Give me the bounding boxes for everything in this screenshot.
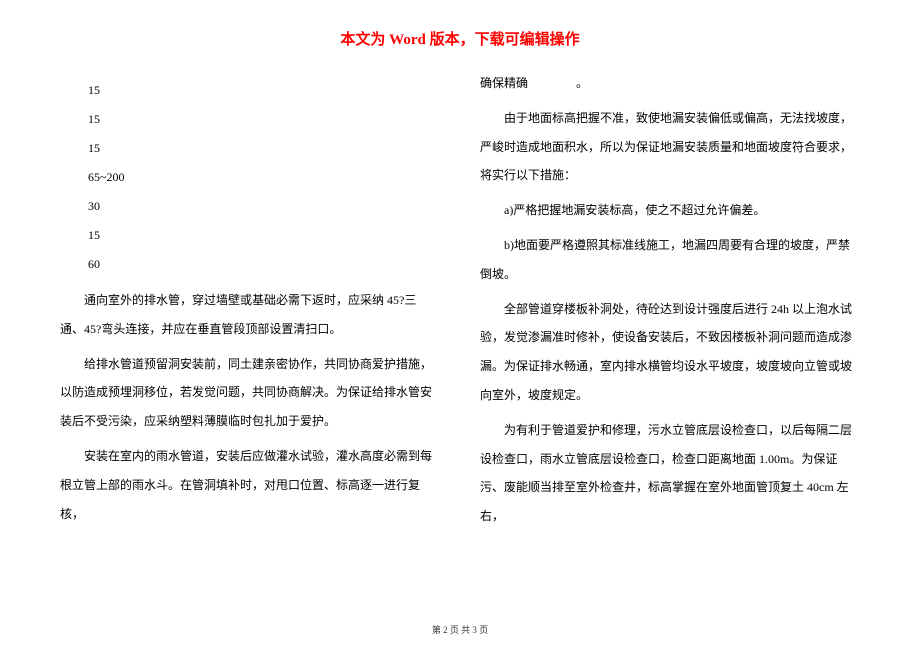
paragraph: 通向室外的排水管，穿过墙壁或基础必需下返时，应采纳 45?三通、45?弯头连接，… <box>60 286 440 344</box>
header-prefix: 本文为 <box>340 32 389 48</box>
number-item: 60 <box>88 257 440 272</box>
number-item: 15 <box>88 112 440 127</box>
document-header: 本文为 Word 版本，下载可编辑操作 <box>0 0 920 69</box>
paragraph: 为有利于管道爱护和修理，污水立管底层设检查口，以后每隔二层设检查口，雨水立管底层… <box>480 416 860 531</box>
header-suffix: 版本，下载可编辑操作 <box>430 32 580 48</box>
document-body: 15 15 15 65~200 30 15 60 通向室外的排水管，穿过墙壁或基… <box>0 69 920 531</box>
number-item: 15 <box>88 141 440 156</box>
paragraph: 由于地面标高把握不准，致使地漏安装偏低或偏高，无法找坡度，严峻时造成地面积水，所… <box>480 104 860 190</box>
paragraph: 全部管道穿楼板补洞处，待砼达到设计强度后进行 24h 以上泡水试验，发觉渗漏准时… <box>480 295 860 410</box>
paragraph: a)严格把握地漏安装标高，使之不超过允许偏差。 <box>480 196 860 225</box>
left-column: 15 15 15 65~200 30 15 60 通向室外的排水管，穿过墙壁或基… <box>50 69 460 531</box>
paragraph: 给排水管道预留洞安装前，同土建亲密协作，共同协商爱护措施，以防造成预埋洞移位，若… <box>60 350 440 436</box>
number-item: 15 <box>88 228 440 243</box>
first-line: 确保精确 。 <box>480 69 860 98</box>
number-item: 15 <box>88 83 440 98</box>
right-column: 确保精确 。 由于地面标高把握不准，致使地漏安装偏低或偏高，无法找坡度，严峻时造… <box>460 69 870 531</box>
paragraph: 安装在室内的雨水管道，安装后应做灌水试验，灌水高度必需到每根立管上部的雨水斗。在… <box>60 442 440 528</box>
number-item: 65~200 <box>88 170 440 185</box>
paragraph: b)地面要严格遵照其标准线施工，地漏四周要有合理的坡度，严禁倒坡。 <box>480 231 860 289</box>
number-item: 30 <box>88 199 440 214</box>
page-footer: 第 2 页 共 3 页 <box>0 623 920 636</box>
header-word: Word <box>389 32 429 48</box>
